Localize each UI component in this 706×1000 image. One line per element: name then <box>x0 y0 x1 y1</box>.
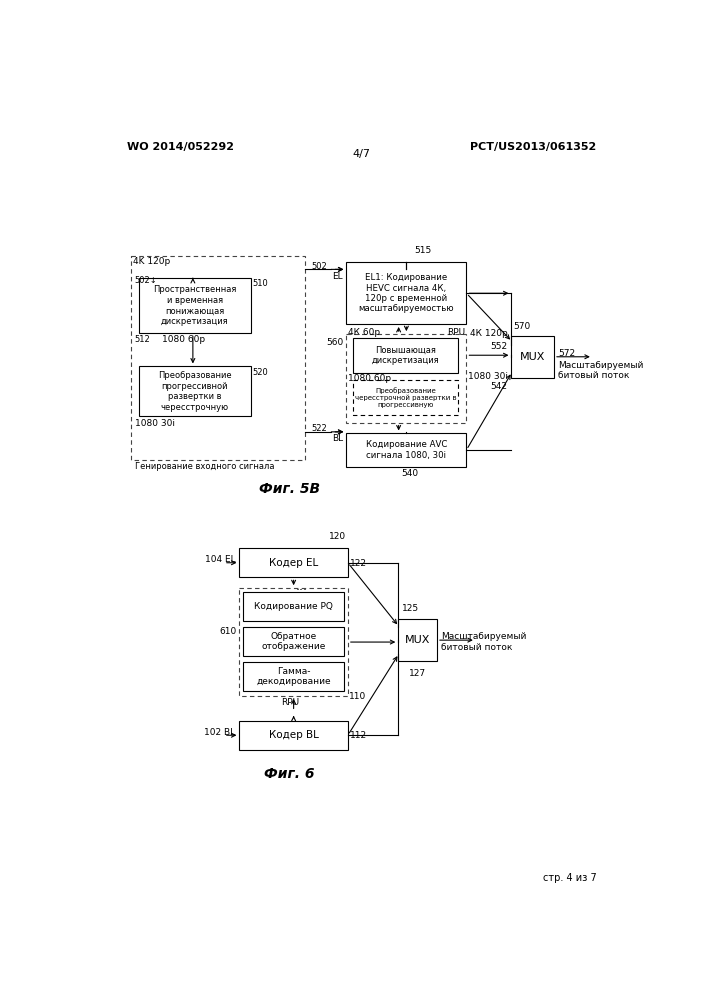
Text: 120: 120 <box>328 532 346 541</box>
Text: 4K 120p: 4K 120p <box>133 257 170 266</box>
Text: ...: ... <box>295 580 307 593</box>
Text: EL1: Кодирование
HEVC сигнала 4К,
120p с временной
масштабируемостью: EL1: Кодирование HEVC сигнала 4К, 120p с… <box>359 273 454 313</box>
Bar <box>138 278 251 333</box>
Text: 515: 515 <box>414 246 431 255</box>
Text: Пространственная
и временная
понижающая
дискретизация: Пространственная и временная понижающая … <box>153 285 237 326</box>
Text: MUX: MUX <box>405 635 431 645</box>
Text: 502↓: 502↓ <box>135 276 157 285</box>
Text: 1080 30i: 1080 30i <box>467 372 508 381</box>
Text: 122: 122 <box>350 559 367 568</box>
Text: 542: 542 <box>491 382 508 391</box>
Text: 110: 110 <box>349 692 366 701</box>
Bar <box>347 433 467 466</box>
Text: 4К 120p: 4К 120p <box>469 329 508 338</box>
Text: Фиг. 6: Фиг. 6 <box>265 767 315 781</box>
Text: 572: 572 <box>558 349 575 358</box>
Text: 552: 552 <box>491 342 508 351</box>
Text: 112: 112 <box>350 731 367 740</box>
Bar <box>398 619 437 661</box>
Text: 540: 540 <box>402 469 419 478</box>
Bar <box>511 336 554 378</box>
Text: 510: 510 <box>253 279 268 288</box>
Text: Кодер EL: Кодер EL <box>269 558 318 568</box>
Text: 520: 520 <box>253 368 268 377</box>
Bar <box>347 262 467 324</box>
Text: 127: 127 <box>409 669 426 678</box>
Text: 560: 560 <box>327 338 344 347</box>
Bar <box>239 548 348 577</box>
Text: Кодирование PQ: Кодирование PQ <box>254 602 333 611</box>
Text: 102 BL: 102 BL <box>204 728 236 737</box>
Text: 1080 30i: 1080 30i <box>135 419 175 428</box>
Text: Преобразование
чересстрочной развертки в
прогрессивную: Преобразование чересстрочной развертки в… <box>355 387 456 408</box>
Bar <box>239 588 348 696</box>
Bar <box>244 592 344 621</box>
Text: 104 EL: 104 EL <box>205 555 236 564</box>
Text: RPU: RPU <box>281 698 299 707</box>
Text: RPU: RPU <box>447 328 465 337</box>
Bar <box>138 366 251 416</box>
Text: 570: 570 <box>513 322 530 331</box>
Bar <box>353 338 458 373</box>
Text: Генирование входного сигнала: Генирование входного сигнала <box>135 462 274 471</box>
Text: 4К 60p: 4К 60p <box>348 328 380 337</box>
Bar <box>239 721 348 750</box>
Text: 610: 610 <box>220 627 237 636</box>
Text: Кодирование АVC
сигнала 1080, 30i: Кодирование АVC сигнала 1080, 30i <box>366 440 447 460</box>
Text: 125: 125 <box>402 604 419 613</box>
Text: 1080 60p: 1080 60p <box>162 335 205 344</box>
Text: 502: 502 <box>311 262 327 271</box>
Text: BL: BL <box>333 434 344 443</box>
Text: Масштабируемый
битовый поток: Масштабируемый битовый поток <box>441 632 526 652</box>
Text: EL: EL <box>333 272 343 281</box>
Text: Преобразование
прогрессивной
развертки в
чересстрочную: Преобразование прогрессивной развертки в… <box>158 371 232 412</box>
Bar <box>347 334 467 423</box>
Text: Фиг. 5B: Фиг. 5B <box>259 482 321 496</box>
Bar <box>131 256 305 460</box>
Text: MUX: MUX <box>520 352 546 362</box>
Text: PCT/US2013/061352: PCT/US2013/061352 <box>470 142 597 152</box>
Text: Повышающая
дискретизация: Повышающая дискретизация <box>372 346 439 365</box>
Text: 4/7: 4/7 <box>353 149 371 159</box>
Bar <box>244 662 344 691</box>
Text: 1080 60p: 1080 60p <box>348 374 391 383</box>
Text: WO 2014/052292: WO 2014/052292 <box>127 142 234 152</box>
Text: Масштабируемый
битовый поток: Масштабируемый битовый поток <box>558 361 643 380</box>
Text: 512: 512 <box>135 335 150 344</box>
Text: Кодер BL: Кодер BL <box>269 730 318 740</box>
Bar <box>244 627 344 656</box>
Text: Гамма-
декодирование: Гамма- декодирование <box>256 667 331 686</box>
Bar <box>353 380 458 415</box>
Text: 522: 522 <box>311 424 327 433</box>
Text: Обратное
отображение: Обратное отображение <box>261 632 325 651</box>
Text: стр. 4 из 7: стр. 4 из 7 <box>543 873 597 883</box>
